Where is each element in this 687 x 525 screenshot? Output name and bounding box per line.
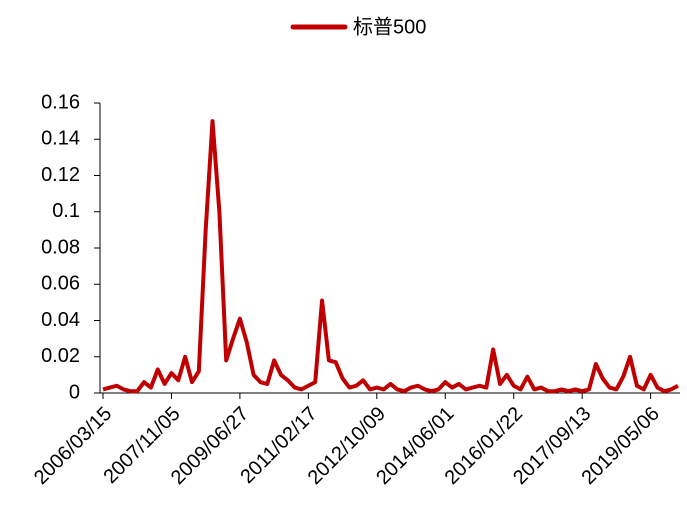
y-tick-label: 0.14 [41, 128, 80, 150]
y-tick-label: 0.04 [41, 309, 80, 331]
y-tick-label: 0.08 [41, 236, 80, 258]
line-series [102, 119, 679, 394]
y-tick-label: 0.16 [41, 91, 80, 113]
legend-label: 标普500 [353, 15, 426, 38]
y-tick-label: 0.12 [41, 164, 80, 186]
y-tick-label: 0 [69, 381, 80, 403]
y-tick-label: 0.06 [41, 273, 80, 295]
y-tick-label: 0.02 [41, 345, 80, 367]
y-tick-label: 0.1 [52, 200, 80, 222]
